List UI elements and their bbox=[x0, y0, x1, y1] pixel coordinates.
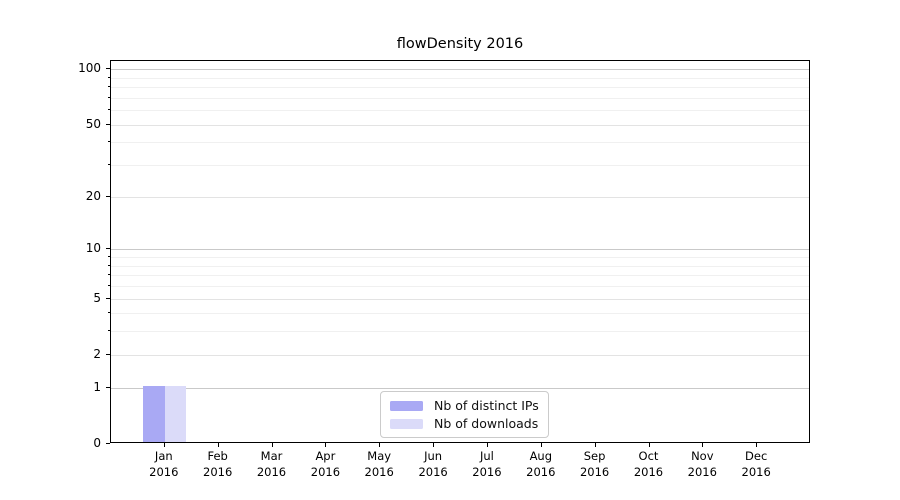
x-tick-label: Jun 2016 bbox=[418, 449, 448, 479]
y-tick-mark bbox=[106, 195, 110, 197]
legend-item-downloads: Nb of downloads bbox=[390, 416, 539, 431]
y-minor-tick-mark bbox=[107, 109, 110, 111]
y-tick-label: 5 bbox=[93, 290, 101, 305]
y-tick-label: 100 bbox=[78, 61, 101, 76]
y-tick-label: 1 bbox=[93, 379, 101, 394]
y-minor-gridline bbox=[111, 286, 809, 287]
y-minor-tick-mark bbox=[107, 86, 110, 88]
y-minor-gridline bbox=[111, 110, 809, 112]
x-tick-label: Apr 2016 bbox=[310, 449, 341, 479]
legend-swatch-distinct-ips bbox=[390, 400, 423, 411]
y-major-gridline bbox=[111, 387, 809, 389]
x-tick-label: Feb 2016 bbox=[203, 449, 233, 479]
y-minor-tick-mark bbox=[107, 330, 110, 332]
y-tick-label: 20 bbox=[85, 188, 101, 203]
y-minor-tick-mark bbox=[107, 76, 110, 78]
x-tick-mark bbox=[379, 443, 381, 447]
y-minor-gridline bbox=[111, 87, 809, 89]
y-tick-mark bbox=[106, 443, 110, 444]
x-tick-mark bbox=[648, 443, 650, 447]
y-tick-mark bbox=[106, 386, 110, 388]
x-tick-mark bbox=[702, 443, 704, 447]
x-tick-label: Nov 2016 bbox=[687, 449, 717, 479]
y-minor-gridline bbox=[111, 265, 809, 267]
x-tick-label: Dec 2016 bbox=[741, 449, 771, 479]
y-major-gridline bbox=[111, 196, 809, 198]
x-tick-mark bbox=[594, 443, 596, 447]
y-minor-gridline bbox=[111, 257, 809, 258]
x-tick-mark bbox=[271, 443, 273, 447]
y-tick-label: 10 bbox=[85, 241, 101, 256]
y-minor-gridline bbox=[111, 313, 809, 315]
y-major-gridline bbox=[111, 298, 809, 300]
y-minor-gridline bbox=[111, 275, 809, 277]
legend: Nb of distinct IPs Nb of downloads bbox=[380, 391, 549, 438]
x-tick-label: Jul 2016 bbox=[472, 449, 502, 479]
y-minor-gridline bbox=[111, 165, 809, 167]
x-tick-mark bbox=[217, 443, 219, 447]
y-tick-mark bbox=[106, 123, 110, 125]
y-minor-tick-mark bbox=[107, 141, 110, 143]
y-tick-label: 0 bbox=[93, 436, 101, 450]
y-major-gridline bbox=[111, 249, 809, 251]
y-minor-tick-mark bbox=[107, 256, 110, 257]
y-minor-tick-mark bbox=[107, 274, 110, 276]
x-tick-mark bbox=[486, 443, 488, 447]
legend-item-distinct-ips: Nb of distinct IPs bbox=[390, 398, 539, 413]
chart-title: flowDensity 2016 bbox=[396, 36, 524, 52]
x-tick-mark bbox=[540, 443, 542, 447]
x-tick-mark bbox=[756, 443, 758, 447]
y-minor-tick-mark bbox=[107, 96, 110, 98]
x-tick-mark bbox=[325, 443, 327, 447]
x-tick-label: Sep 2016 bbox=[579, 449, 610, 479]
y-minor-gridline bbox=[111, 97, 809, 99]
y-minor-tick-mark bbox=[107, 264, 110, 266]
y-minor-tick-mark bbox=[107, 164, 110, 166]
x-axis-tick-labels: Jan 2016 Feb 2016 Mar 2016 Apr 2016 May 2016… bbox=[110, 449, 810, 489]
x-tick-label: May 2016 bbox=[364, 449, 394, 479]
legend-label-downloads: Nb of downloads bbox=[434, 416, 539, 431]
x-tick-label: Oct 2016 bbox=[633, 449, 664, 479]
y-tick-mark bbox=[106, 353, 110, 355]
y-major-gridline bbox=[111, 124, 809, 126]
y-major-gridline bbox=[111, 354, 809, 356]
y-axis-tick-labels: 0 1 2 5 10 20 50 100 bbox=[0, 60, 101, 450]
y-tick-mark bbox=[106, 297, 110, 299]
x-tick-label: Mar 2016 bbox=[256, 449, 287, 479]
y-tick-mark bbox=[106, 68, 110, 70]
y-tick-label: 50 bbox=[85, 116, 101, 131]
legend-label-distinct-ips: Nb of distinct IPs bbox=[434, 398, 539, 413]
bar-downloads bbox=[164, 385, 187, 442]
y-minor-tick-mark bbox=[107, 285, 110, 286]
y-minor-gridline bbox=[111, 77, 809, 79]
x-tick-label: Jan 2016 bbox=[149, 449, 179, 479]
y-minor-gridline bbox=[111, 142, 809, 144]
y-tick-mark bbox=[106, 248, 110, 250]
x-tick-mark bbox=[163, 443, 165, 447]
y-tick-label: 2 bbox=[93, 346, 101, 361]
y-minor-tick-mark bbox=[107, 312, 110, 314]
plot-area: Nb of distinct IPs Nb of downloads bbox=[110, 60, 810, 443]
x-tick-label: Aug 2016 bbox=[526, 449, 556, 479]
legend-swatch-downloads bbox=[390, 418, 423, 429]
y-major-gridline bbox=[111, 69, 809, 71]
y-minor-gridline bbox=[111, 331, 809, 333]
x-tick-mark bbox=[433, 443, 435, 447]
bar-distinct-ips bbox=[143, 385, 165, 442]
